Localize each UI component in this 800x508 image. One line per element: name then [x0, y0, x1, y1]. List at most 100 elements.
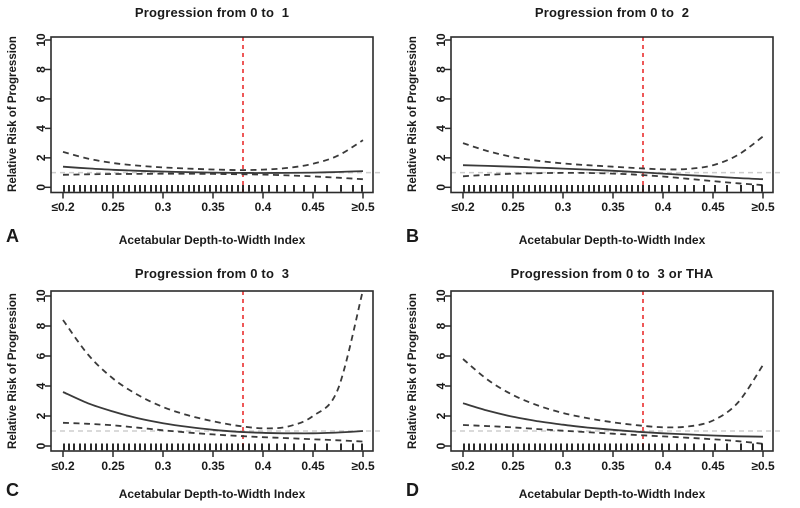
- estimate-curve: [62, 165, 364, 174]
- panel-d-letter: D: [406, 480, 419, 500]
- panel-c-y-axis-label: Relative Risk of Progression: [7, 293, 19, 449]
- y-tick-label: 2: [34, 154, 48, 161]
- x-tick-label: 0.3: [155, 459, 172, 473]
- lower-95pct-ci-curve: [462, 171, 764, 186]
- panel-b: ≤0.2 0.25 0.3 0.35 0.4 0.45 ≥0.5 0 2 4 6 8 10 Progre…: [400, 0, 800, 254]
- panel-b-letter: B: [406, 226, 419, 246]
- panel-a-y-axis-label: Relative Risk of Progression: [7, 36, 19, 192]
- rug-marks: [63, 185, 363, 192]
- y-tick-label: 6: [34, 95, 48, 102]
- curves-group: [62, 291, 364, 443]
- y-tick-label: 8: [434, 66, 448, 73]
- plot-box: [50, 290, 374, 452]
- plot-canvas-a: ≤0.2 0.25 0.3 0.35 0.4 0.45 ≥0.5 0 2 4 6 8 10: [34, 33, 383, 214]
- x-tick-label: 0.3: [555, 200, 572, 214]
- x-tick-label: 0.35: [201, 200, 225, 214]
- y-tick-label: 0: [434, 442, 448, 449]
- x-tick-label: 0.35: [601, 200, 625, 214]
- panel-d-y-axis-label: Relative Risk of Progression: [407, 293, 419, 449]
- panel-c-title: Progression from 0 to 3: [134, 266, 290, 281]
- panel-b-title: Progression from 0 to 2: [534, 5, 690, 20]
- plot-canvas-c: ≤0.2 0.25 0.3 0.35 0.4 0.45 ≥0.5 0 2 4 6 8 10: [34, 289, 383, 473]
- panel-a: ≤0.2 0.25 0.3 0.35 0.4 0.45 ≥0.5 0 2 4 6 8 10 Progre…: [0, 0, 400, 254]
- rug-marks: [463, 185, 763, 192]
- y-tick-label: 10: [34, 33, 48, 47]
- panel-c-x-axis-label: Acetabular Depth-to-Width Index: [118, 487, 306, 501]
- panel-a-letter: A: [6, 226, 19, 246]
- x-tick-label: 0.25: [501, 459, 525, 473]
- x-tick-label: ≥0.5: [751, 459, 775, 473]
- panel-a-x-axis-label: Acetabular Depth-to-Width Index: [118, 233, 306, 247]
- y-tick-label: 4: [34, 382, 48, 389]
- x-tick-label: 0.25: [101, 200, 125, 214]
- y-tick-label: 8: [34, 322, 48, 329]
- x-tick-label: ≤0.2: [451, 200, 475, 214]
- plot-box: [450, 36, 774, 194]
- y-tick-label: 8: [434, 322, 448, 329]
- x-tick-label: ≤0.2: [451, 459, 475, 473]
- lower-95pct-ci-curve: [62, 172, 364, 181]
- estimate-curve: [462, 402, 764, 438]
- x-tick-label: ≥0.5: [351, 459, 375, 473]
- x-tick-label: 0.45: [701, 459, 725, 473]
- x-tick-label: 0.45: [301, 459, 325, 473]
- x-tick-label: 0.25: [101, 459, 125, 473]
- estimate-curve: [62, 391, 364, 435]
- y-tick-label: 0: [434, 184, 448, 191]
- x-tick-label: 0.4: [655, 200, 672, 214]
- panel-b-x-axis-label: Acetabular Depth-to-Width Index: [518, 233, 706, 247]
- x-tick-label: ≥0.5: [351, 200, 375, 214]
- lower-95pct-ci-curve: [462, 424, 764, 445]
- x-tick-label: 0.35: [601, 459, 625, 473]
- panel-d-x-axis-label: Acetabular Depth-to-Width Index: [518, 487, 706, 501]
- x-tick-label: 0.4: [255, 459, 272, 473]
- x-tick-label: ≤0.2: [51, 200, 75, 214]
- upper-95pct-ci-curve: [62, 139, 364, 172]
- y-tick-label: 0: [34, 442, 48, 449]
- upper-95pct-ci-curve: [62, 291, 364, 430]
- upper-95pct-ci-curve: [462, 135, 764, 171]
- panel-c-letter: C: [6, 480, 19, 500]
- y-tick-label: 10: [434, 289, 448, 303]
- x-tick-label: 0.3: [155, 200, 172, 214]
- plot-box: [450, 290, 774, 452]
- panel-a-title: Progression from 0 to 1: [134, 5, 290, 20]
- y-tick-label: 8: [34, 66, 48, 73]
- x-tick-label: 0.4: [255, 200, 272, 214]
- estimate-curve: [462, 164, 764, 181]
- x-tick-label: ≤0.2: [51, 459, 75, 473]
- x-tick-label: 0.4: [655, 459, 672, 473]
- plot-canvas-b: ≤0.2 0.25 0.3 0.35 0.4 0.45 ≥0.5 0 2 4 6 8 10: [434, 33, 783, 214]
- curves-group: [62, 139, 364, 181]
- x-tick-label: 0.45: [701, 200, 725, 214]
- panel-c: ≤0.2 0.25 0.3 0.35 0.4 0.45 ≥0.5 0 2 4 6 8 10 Progre…: [0, 254, 400, 508]
- plot-canvas-d: ≤0.2 0.25 0.3 0.35 0.4 0.45 ≥0.5 0 2 4 6 8 10: [434, 289, 783, 473]
- y-tick-label: 2: [34, 412, 48, 419]
- y-tick-label: 10: [434, 33, 448, 47]
- y-tick-label: 4: [34, 125, 48, 132]
- curves-group: [462, 135, 764, 186]
- lower-95pct-ci-curve: [62, 421, 364, 443]
- panel-b-y-axis-label: Relative Risk of Progression: [407, 36, 419, 192]
- x-tick-label: ≥0.5: [751, 200, 775, 214]
- y-tick-label: 4: [434, 382, 448, 389]
- x-tick-label: 0.25: [501, 200, 525, 214]
- y-tick-label: 0: [34, 184, 48, 191]
- y-tick-label: 2: [434, 412, 448, 419]
- y-tick-label: 2: [434, 154, 448, 161]
- y-tick-label: 6: [434, 95, 448, 102]
- x-tick-label: 0.35: [201, 459, 225, 473]
- curves-group: [462, 358, 764, 445]
- panel-d: ≤0.2 0.25 0.3 0.35 0.4 0.45 ≥0.5 0 2 4 6 8 10 Progre…: [400, 254, 800, 508]
- y-tick-label: 6: [34, 352, 48, 359]
- y-tick-label: 4: [434, 125, 448, 132]
- x-tick-label: 0.45: [301, 200, 325, 214]
- upper-95pct-ci-curve: [462, 358, 764, 429]
- x-tick-label: 0.3: [555, 459, 572, 473]
- panel-d-title: Progression from 0 to 3 or THA: [510, 266, 714, 281]
- plot-box: [50, 36, 374, 194]
- rug-marks: [63, 443, 363, 451]
- y-tick-label: 6: [434, 352, 448, 359]
- y-tick-label: 10: [34, 289, 48, 303]
